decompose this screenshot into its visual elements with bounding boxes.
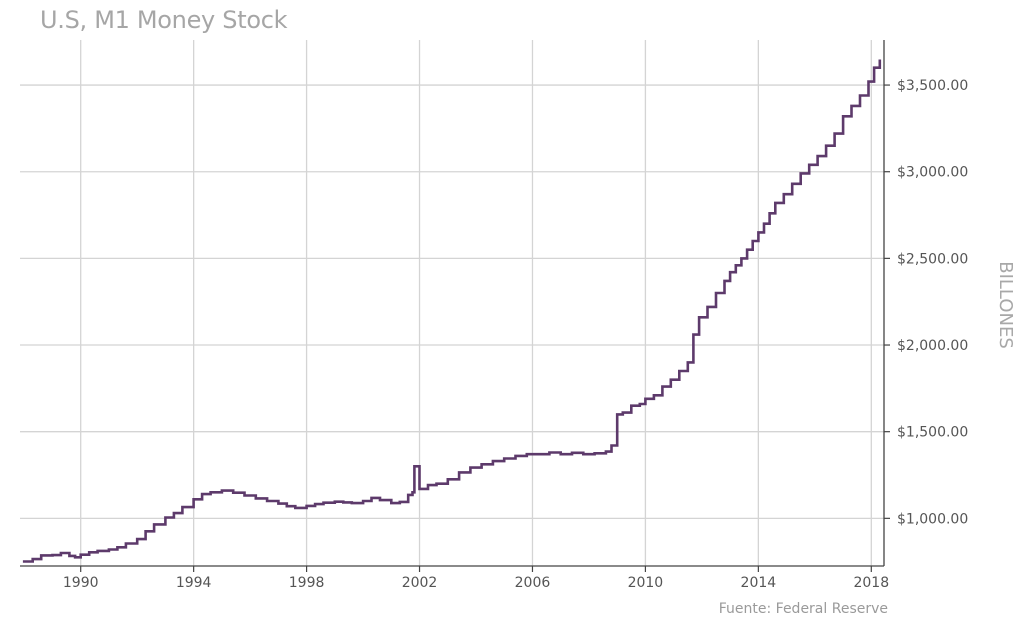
y-axis-label: BILLONES — [995, 261, 1016, 349]
axes — [20, 40, 890, 572]
y-tick-label-3500: $3,500.00 — [897, 78, 968, 94]
vertical-gridlines — [80, 40, 872, 566]
source-note: Fuente: Federal Reserve — [718, 601, 888, 617]
x-tick-label-1994: 1994 — [176, 575, 212, 591]
chart-title: U.S, M1 Money Stock — [40, 6, 288, 34]
series-group — [22, 59, 882, 563]
x-tick-label-2006: 2006 — [515, 575, 551, 591]
y-tick-labels: $1,000.00 $1,500.00 $2,000.00 $2,500.00 $3,0… — [897, 78, 968, 527]
y-tick-label-1500: $1,500.00 — [897, 425, 968, 441]
x-tick-label-2010: 2010 — [628, 575, 664, 591]
y-tick-label-2500: $2,500.00 — [897, 251, 968, 267]
x-tick-label-1998: 1998 — [289, 575, 325, 591]
y-tick-label-2000: $2,000.00 — [897, 338, 968, 354]
x-tick-label-2014: 2014 — [741, 575, 777, 591]
x-tick-label-2018: 2018 — [853, 575, 889, 591]
x-tick-label-2002: 2002 — [402, 575, 438, 591]
x-tick-label-1990: 1990 — [63, 575, 99, 591]
series-line-M1 — [22, 59, 882, 563]
y-tick-label-1000: $1,000.00 — [897, 511, 968, 527]
y-tick-label-3000: $3,000.00 — [897, 165, 968, 181]
horizontal-gridlines — [20, 84, 884, 519]
x-tick-labels: 1990 1994 1998 2002 2006 2010 2014 2018 — [63, 575, 889, 591]
